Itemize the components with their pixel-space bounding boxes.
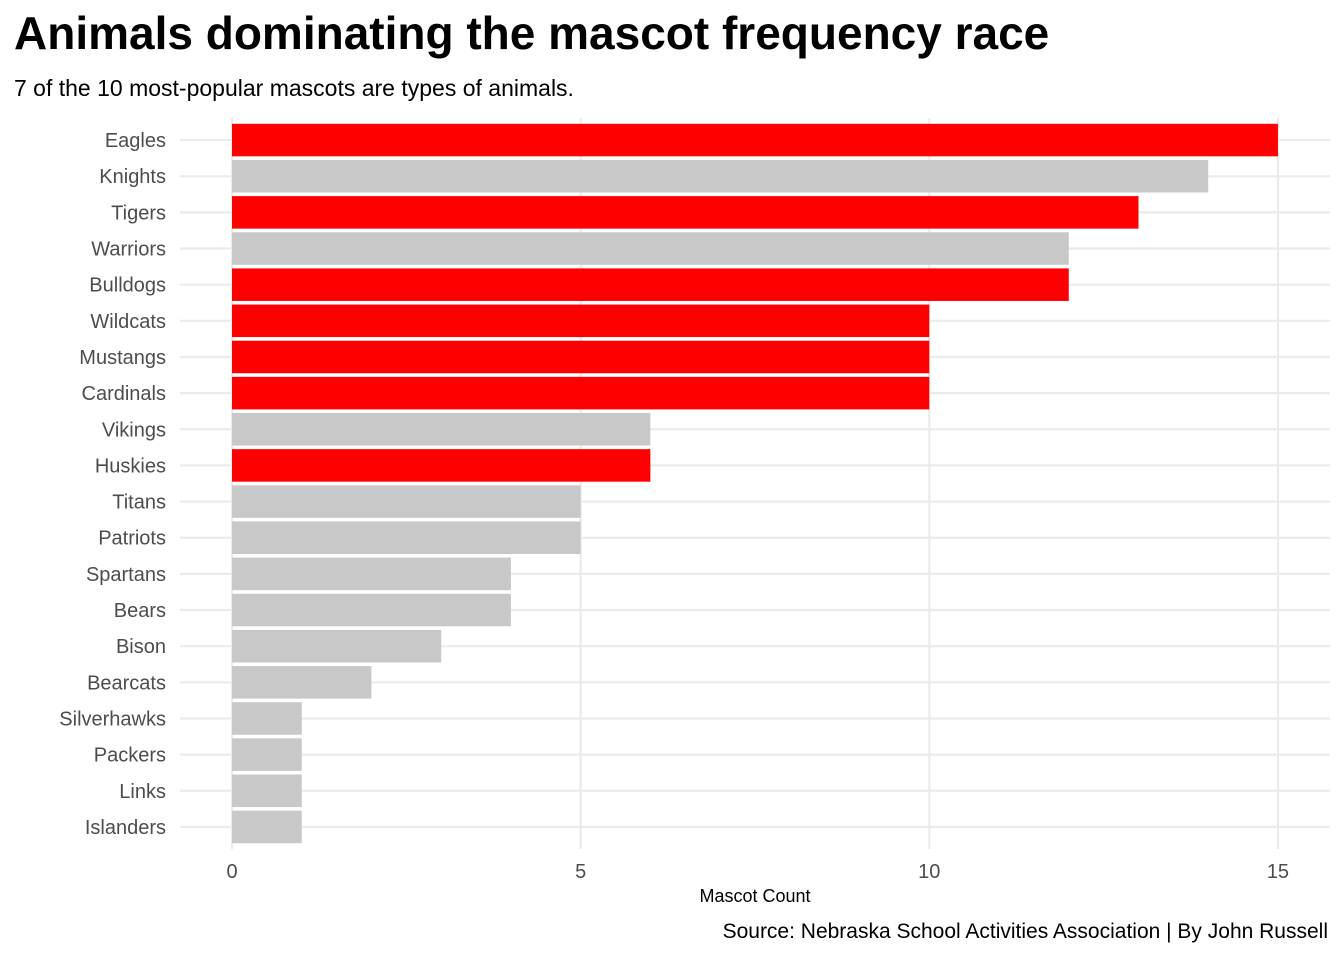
x-tick-label: 15 <box>1267 861 1289 883</box>
y-tick-label: Titans <box>112 492 166 514</box>
bar-wildcats <box>232 304 930 338</box>
y-tick-label: Vikings <box>102 419 166 441</box>
bar-patriots <box>232 521 581 554</box>
bar-huskies <box>232 449 651 482</box>
chart-subtitle: 7 of the 10 most-popular mascots are typ… <box>14 75 574 101</box>
x-axis-labels: 0 5 10 15 <box>226 861 1289 883</box>
y-tick-label: Huskies <box>95 455 166 477</box>
bar-mustangs <box>232 340 930 374</box>
y-tick-label: Eagles <box>105 130 166 152</box>
y-tick-label: Bulldogs <box>89 275 166 297</box>
y-tick-label: Mustangs <box>79 347 166 369</box>
y-tick-label: Patriots <box>98 528 166 550</box>
bar-packers <box>232 738 302 771</box>
bar-silverhawks <box>232 702 302 735</box>
bar-bears <box>232 593 511 627</box>
x-tick-label: 0 <box>226 861 237 883</box>
bar-titans <box>232 485 581 518</box>
bar-bulldogs <box>232 268 1069 301</box>
y-tick-label: Bearcats <box>87 672 166 694</box>
y-tick-label: Wildcats <box>90 311 166 333</box>
bar-cardinals <box>232 376 930 410</box>
y-tick-label: Tigers <box>111 202 166 224</box>
y-tick-label: Silverhawks <box>59 708 166 730</box>
bar-knights <box>232 159 1209 193</box>
y-tick-label: Spartans <box>86 564 166 586</box>
bar-bison <box>232 629 442 663</box>
chart-title: Animals dominating the mascot frequency … <box>14 7 1050 59</box>
y-tick-label: Warriors <box>91 239 166 261</box>
chart-caption: Source: Nebraska School Activities Assoc… <box>722 920 1328 943</box>
y-tick-label: Bison <box>116 636 166 658</box>
y-tick-label: Links <box>119 781 166 803</box>
y-tick-label: Packers <box>94 745 166 767</box>
bar-links <box>232 774 302 808</box>
y-axis-labels: Eagles Knights Tigers Warriors Bulldogs Wildc… <box>59 130 166 839</box>
bar-tigers <box>232 196 1139 229</box>
x-tick-label: 10 <box>918 861 940 883</box>
bar-eagles <box>232 123 1278 157</box>
x-axis-title: Mascot Count <box>699 886 811 906</box>
bar-warriors <box>232 232 1069 265</box>
y-tick-label: Knights <box>99 166 166 188</box>
x-tick-label: 5 <box>575 861 586 883</box>
bar-islanders <box>232 810 302 844</box>
bars <box>232 123 1278 844</box>
y-tick-label: Bears <box>114 600 166 622</box>
y-tick-label: Islanders <box>85 817 166 839</box>
bar-bearcats <box>232 666 372 699</box>
bar-spartans <box>232 557 511 591</box>
bar-vikings <box>232 413 651 446</box>
y-tick-label: Cardinals <box>82 383 166 405</box>
